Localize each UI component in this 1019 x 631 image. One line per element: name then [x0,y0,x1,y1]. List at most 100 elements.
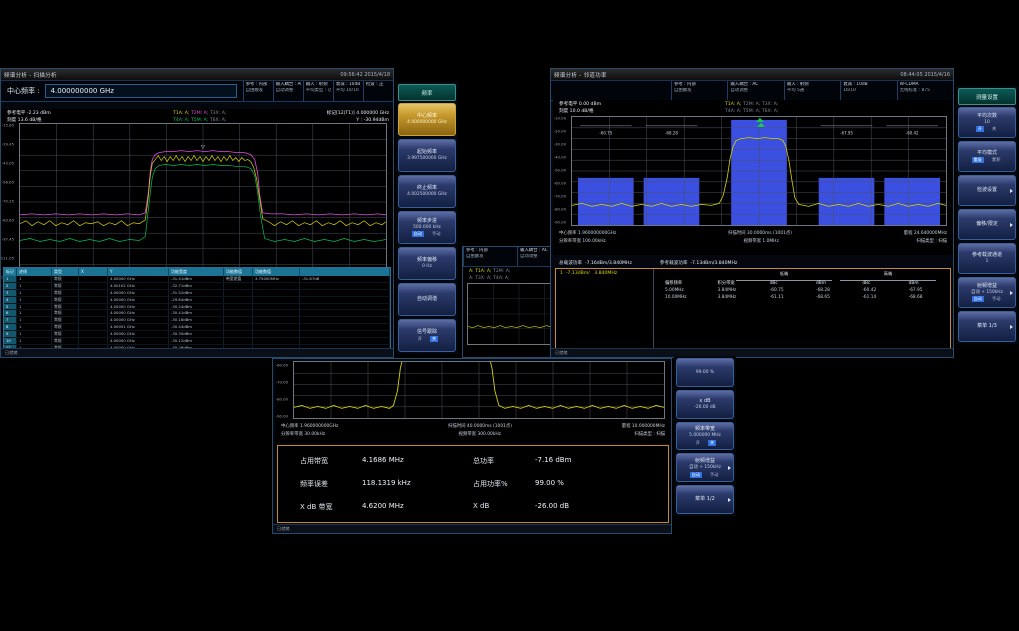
toggle-option[interactable]: 开 [975,126,984,133]
menu-header-measurement: 测量设置 [958,88,1016,105]
acp-title: 频谱分析 - 邻道功率 [554,72,607,79]
menu-meas-items: 平均次数 10 开关平均模式 重复 累积 检波设置 偏移/限定 参考载波通道 1 射频增益 自动 +… [958,107,1016,342]
softkey-obw-3[interactable]: 射频增益 自动 + 150kHz 自动 手动 [676,453,734,483]
svg-text:-67.95: -67.95 [840,131,853,136]
table-cell [79,331,108,337]
softkey-toggle[interactable]: 自动 手动 [411,231,443,238]
chevron-right-icon [1010,290,1013,295]
toggle-option[interactable]: 开 [695,439,700,445]
swept-titlebar[interactable]: 频谱分析 - 扫描分析 09:56:42 2015/4/18 [1,69,393,81]
toggle-option[interactable]: 重复 [971,157,984,164]
softkey-measurement-3[interactable]: 偏移/限定 [958,209,1016,240]
table-cell [300,317,390,324]
table-row[interactable]: 11 1 常规 4.00000 GHz -30.26dBm [4,344,390,348]
table-cell: 常规 [52,344,79,348]
table-cell: 3 [4,289,17,296]
toggle-option[interactable]: 关 [992,126,997,132]
toggle-option[interactable]: 自动 [689,471,702,478]
softkey-menu-measurement[interactable]: 测量设置 平均次数 10 开关平均模式 重复 累积 检波设置 偏移/限定 参考载波通道 1 射频增… [956,86,1018,344]
table-row[interactable]: 8 1 常规 4.00051 GHz -30.44dBm [4,324,390,331]
table-row[interactable]: 6 1 常规 4.00000 GHz -30.41dBm [4,310,390,318]
softkey-obw-4[interactable]: 菜单 1/2 [676,485,734,514]
window-swept-analysis[interactable]: 频谱分析 - 扫描分析 09:56:42 2015/4/18 中心频率 : 4.… [0,68,394,358]
status-cell-reference: 参考 : 内部 自由触发 [242,81,273,101]
obw-results-grid: 占用带宽 4.1686 MHz 总功率 -7.16 dBm 频率误差 118.1… [278,446,668,522]
softkey-toggle[interactable]: 重复 累积 [971,157,1003,164]
swept-status-grid: 参考 : 内部 自由触发 输入耦合 : AC 自动调整 输入 : 射频 平均类型… [242,81,393,101]
softkey-frequency-3[interactable]: 频率步进 500.000 kHz 自动 手动 [398,211,456,244]
toggle-option[interactable]: 关 [430,336,439,343]
group-high-rule [840,280,936,281]
window-adjacent-channel-power[interactable]: 频谱分析 - 邻道功率 08:44:05 2015/4/16 参考 : 内部 自… [550,68,954,358]
softkey-toggle[interactable]: 开关 [694,439,717,446]
softkey-toggle[interactable]: 自动 手动 [971,296,1003,303]
table-row[interactable]: 3 1 常规 4.00000 GHz -31.52dBm [4,289,390,297]
softkey-measurement-5[interactable]: 射频增益 自动 + 150kHz 自动 手动 [958,277,1016,308]
softkey-toggle[interactable]: 自动 手动 [689,471,721,478]
softkey-frequency-2[interactable]: 终止频率 4.002500000 GHz [398,175,456,208]
softkey-value: 自动 + 150kHz [971,289,1003,295]
table-cell [300,310,390,317]
toggle-option[interactable]: 自动 [971,296,984,303]
center-freq-label: 中心频率 : [7,87,40,95]
table-cell: 带宽差值 [224,276,253,282]
softkey-measurement-0[interactable]: 平均次数 10 开关 [958,107,1016,138]
softkey-menu-obw[interactable]: 99.00 % x dB -26.00 dB 频率带宽 5.000000 MHz 开关射频… [674,356,736,516]
chevron-right-icon [728,465,731,470]
swept-marker-annot: 标记[12(T1)] 4.000000 GHz Y : -30.94dBm [326,111,389,123]
table-cell [224,344,253,348]
softkey-toggle[interactable]: 开关 [975,126,998,133]
softkey-measurement-6[interactable]: 菜单 1/3 [958,311,1016,342]
acp-status-cell-reference: 参考 : 内部 自由触发 [671,81,727,100]
toggle-option[interactable]: 自动 [411,231,424,238]
softkey-measurement-2[interactable]: 检波设置 [958,175,1016,206]
acp-ref-power: 参考载波功率 -7.13dBm/3.840MHz [659,261,738,266]
acp-datetime: 08:44:05 2015/4/16 [900,71,950,78]
table-cell: 3.75000MHz [253,276,300,282]
toggle-option[interactable]: 开 [417,336,422,342]
table-cell: 常规 [52,337,79,344]
softkey-toggle[interactable]: 开关 [416,336,439,343]
softkey-frequency-4[interactable]: 频率偏移 0 Hz [398,247,456,280]
softkey-obw-1[interactable]: x dB -26.00 dB [676,389,734,419]
table-cell [300,324,390,330]
softkey-frequency-5[interactable]: 自动调谐 [398,283,456,316]
table-cell: 1 [17,317,52,324]
table-cell: 1 [17,289,52,296]
softkey-measurement-1[interactable]: 平均模式 重复 累积 [958,141,1016,172]
chevron-right-icon [1010,188,1013,193]
table-row[interactable]: 1 1 常规 4.00000 GHz -31.41dBm 带宽差值 3.75000MHz -3… [4,276,390,283]
table-cell: 9 [4,331,17,337]
toggle-option[interactable]: 关 [708,439,717,446]
marker-table-header: 标记 迹线 类型 X Y 功能宽度 功能数值 功能数值 [4,268,390,276]
acp-blank-cell [551,81,671,100]
acp-group-low: 低端 [736,271,832,281]
softkey-frequency-0[interactable]: 中心频率 4.000000000 GHz [398,103,456,136]
table-cell: 常规 [52,317,79,324]
softkey-menu-frequency[interactable]: 频率 中心频率 4.000000000 GHz 起始频率 3.997500000 GH… [396,82,458,354]
table-row[interactable]: 5 1 常规 4.00000 GHz -30.24dBm [4,303,390,311]
toggle-option[interactable]: 手动 [992,296,1001,302]
toggle-option[interactable]: 手动 [710,471,719,477]
acp-titlebar[interactable]: 频谱分析 - 邻道功率 08:44:05 2015/4/16 [551,69,953,81]
softkey-frequency-1[interactable]: 起始频率 3.997500000 GHz [398,139,456,172]
table-cell [300,296,390,303]
toggle-option[interactable]: 累积 [992,157,1001,163]
table-cell [79,337,108,344]
marker-table[interactable]: 标记 迹线 类型 X Y 功能宽度 功能数值 功能数值 1 1 常规 4.00000 … [3,267,391,349]
table-cell: 8 [4,324,17,330]
table-cell: -31.67dB [300,276,390,282]
window-occupied-bandwidth[interactable]: -60.00 -70.00 -80.00 -90.00 [272,358,672,534]
table-row[interactable]: 9 1 常规 4.00000 GHz -30.30dBm [4,331,390,338]
softkey-measurement-4[interactable]: 参考载波通道 1 [958,243,1016,274]
center-freq-input[interactable]: 4.000000000 GHz [44,84,237,98]
table-row[interactable]: 10 1 常规 4.00000 GHz -30.12dBm [4,337,390,345]
table-row[interactable]: 4 1 常规 4.00000 GHz -29.84dBm [4,296,390,304]
table-row[interactable]: 7 1 常规 4.00000 GHz -30.18dBm [4,317,390,325]
table-row[interactable]: 2 1 常规 4.00102 GHz -32.71dBm [4,282,390,290]
softkey-frequency-6[interactable]: 信号跟踪开关 [398,319,456,352]
toggle-option[interactable]: 手动 [432,231,441,237]
softkey-obw-2[interactable]: 频率带宽 5.000000 MHz 开关 [676,421,734,451]
softkey-obw-0[interactable]: 99.00 % [676,358,734,387]
